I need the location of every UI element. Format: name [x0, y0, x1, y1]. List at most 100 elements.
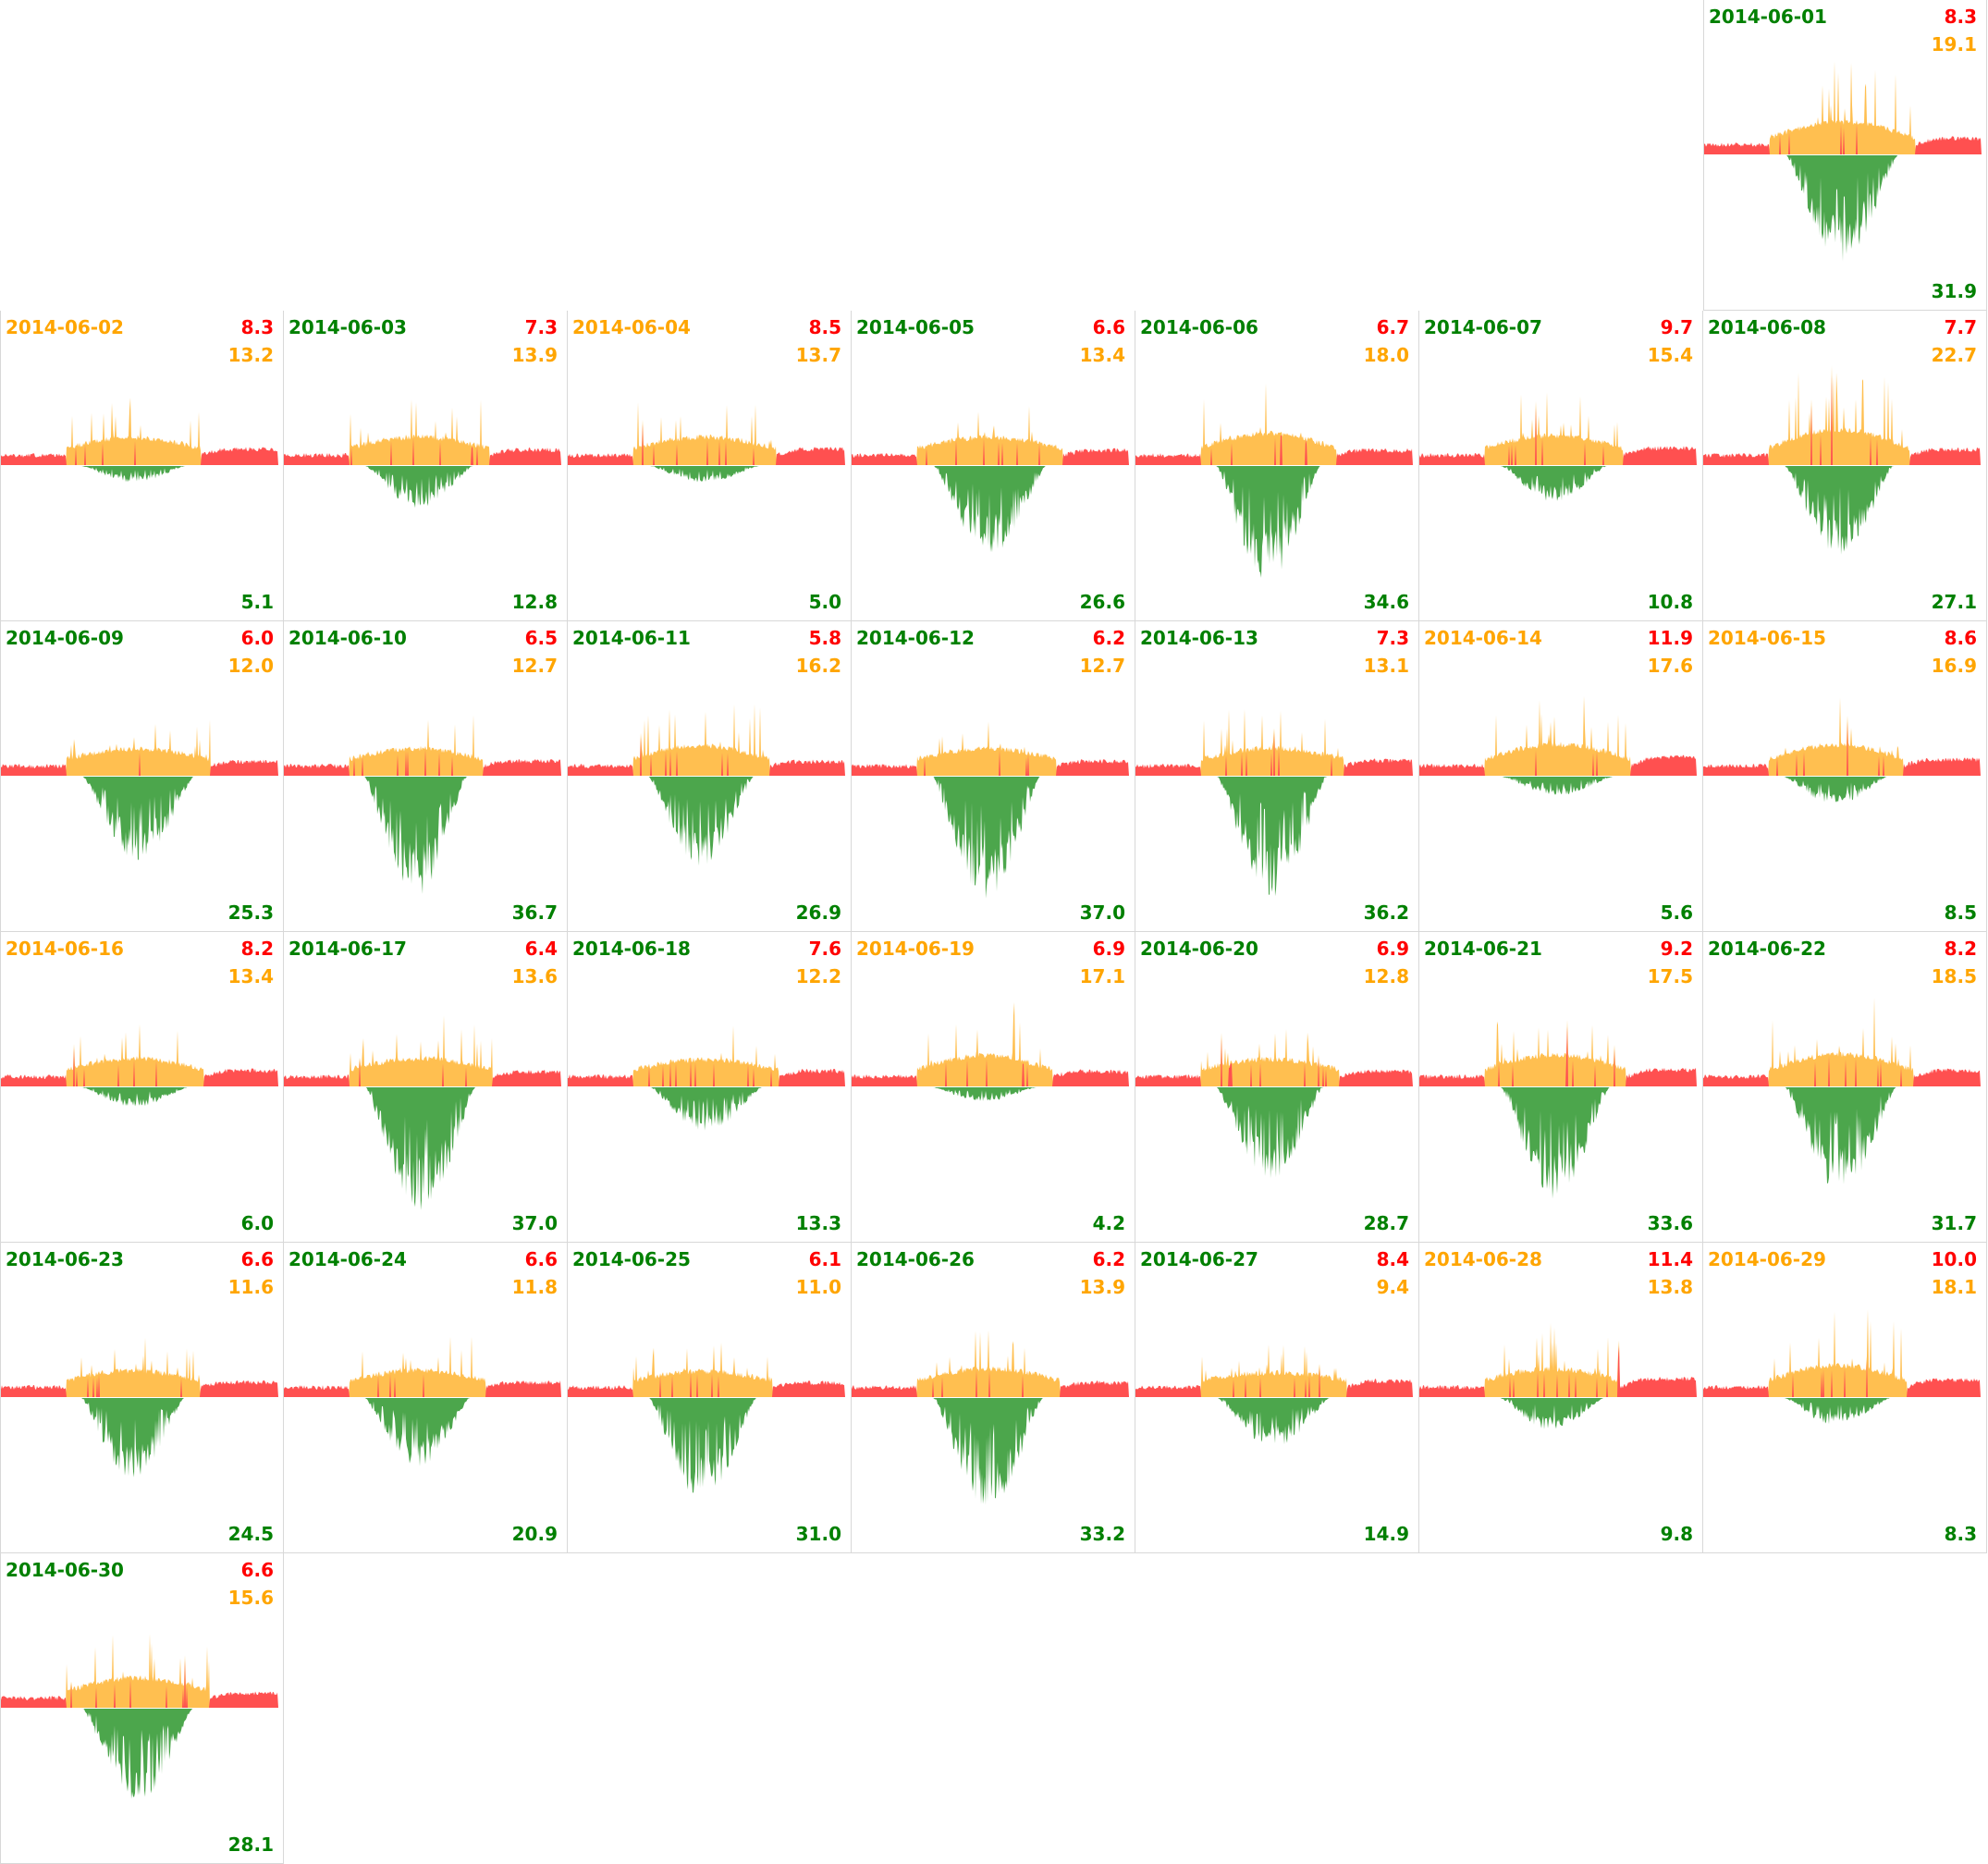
day-sparkline — [1135, 708, 1413, 897]
grid-import-area — [284, 437, 561, 465]
day-cell: 2014-06-29 10.0 18.1 8.3 — [1703, 1243, 1987, 1553]
export-area — [1703, 466, 1981, 555]
grid-import-area — [1, 752, 278, 776]
export-area — [1419, 466, 1697, 501]
export-area — [1419, 1087, 1697, 1199]
self-consumed-area — [1, 398, 278, 465]
day-cell: 2014-06-21 9.2 17.5 33.6 — [1419, 932, 1703, 1243]
day-date: 2014-06-07 — [1424, 316, 1542, 338]
day-sparkline — [1, 1337, 278, 1478]
grid-import-value: 6.6 — [240, 1248, 274, 1270]
grid-import-area — [284, 749, 561, 776]
grid-import-area — [1703, 375, 1981, 465]
day-sparkline — [1704, 61, 1982, 262]
export-value: 26.6 — [1079, 591, 1125, 613]
grid-import-area — [852, 750, 1129, 776]
grid-import-area — [568, 1371, 845, 1397]
day-cell: 2014-06-13 7.3 13.1 36.2 — [1135, 621, 1419, 932]
grid-import-area — [852, 1369, 1129, 1397]
self-consumed-value: 19.1 — [1931, 33, 1977, 55]
grid-import-area — [1, 440, 278, 465]
grid-import-value: 11.4 — [1647, 1248, 1693, 1270]
self-consumed-area — [1419, 1020, 1697, 1086]
self-consumed-area — [568, 1342, 845, 1397]
export-value: 12.8 — [511, 591, 558, 613]
self-consumed-value: 13.2 — [227, 344, 274, 366]
grid-import-area — [1419, 750, 1697, 776]
export-area — [284, 777, 561, 894]
export-value: 8.5 — [1944, 901, 1977, 924]
day-cell: 2014-06-01 8.3 19.1 31.9 — [1703, 0, 1987, 311]
export-area — [852, 777, 1129, 899]
day-sparkline — [1, 1634, 278, 1799]
export-value: 27.1 — [1931, 591, 1977, 613]
grid-import-area — [1, 1373, 278, 1397]
export-value: 5.1 — [240, 591, 274, 613]
self-consumed-value: 15.4 — [1647, 344, 1693, 366]
export-area — [1, 777, 278, 861]
self-consumed-area — [852, 406, 1129, 465]
export-value: 31.9 — [1931, 280, 1977, 302]
day-sparkline — [1135, 1344, 1413, 1445]
day-date: 2014-06-03 — [288, 316, 407, 338]
grid-import-value: 6.9 — [1092, 938, 1125, 960]
export-value: 5.0 — [808, 591, 841, 613]
day-date: 2014-06-25 — [572, 1248, 691, 1270]
day-cell: 2014-06-07 9.7 15.4 10.8 — [1419, 311, 1703, 621]
self-consumed-value: 15.6 — [227, 1587, 274, 1609]
self-consumed-value: 17.5 — [1647, 965, 1693, 987]
day-sparkline — [852, 1330, 1129, 1505]
export-area — [1, 1398, 278, 1478]
self-consumed-value: 13.7 — [795, 344, 841, 366]
self-consumed-value: 13.9 — [511, 344, 558, 366]
day-sparkline — [1419, 695, 1697, 795]
grid-import-value: 5.8 — [808, 627, 841, 649]
self-consumed-value: 11.0 — [795, 1276, 841, 1298]
day-cell: 2014-06-16 8.2 13.4 6.0 — [0, 932, 284, 1243]
grid-import-value: 9.2 — [1660, 938, 1693, 960]
grid-import-area — [1, 1048, 278, 1086]
self-consumed-value: 18.0 — [1363, 344, 1409, 366]
day-sparkline — [568, 1342, 845, 1493]
export-area — [1419, 1398, 1697, 1429]
day-cell: 2014-06-03 7.3 13.9 12.8 — [284, 311, 568, 621]
self-consumed-value: 11.6 — [227, 1276, 274, 1298]
grid-import-value: 6.5 — [524, 627, 558, 649]
grid-import-value: 7.3 — [524, 316, 558, 338]
day-cell: 2014-06-20 6.9 12.8 28.7 — [1135, 932, 1419, 1243]
self-consumed-area — [1135, 1344, 1413, 1397]
export-area — [1135, 1398, 1413, 1445]
export-area — [1135, 466, 1413, 578]
grid-import-area — [1419, 1345, 1697, 1397]
self-consumed-area — [852, 1002, 1129, 1086]
day-date: 2014-06-27 — [1140, 1248, 1258, 1270]
day-date: 2014-06-02 — [6, 316, 124, 338]
export-value: 5.6 — [1660, 901, 1693, 924]
day-cell: 2014-06-27 8.4 9.4 14.9 — [1135, 1243, 1419, 1553]
self-consumed-area — [1, 719, 278, 776]
grid-import-value: 6.0 — [240, 627, 274, 649]
day-date: 2014-06-10 — [288, 627, 407, 649]
day-date: 2014-06-08 — [1708, 316, 1826, 338]
day-sparkline — [1, 398, 278, 483]
self-consumed-area — [1419, 1322, 1697, 1397]
grid-import-area — [1135, 732, 1413, 776]
grid-import-value: 9.7 — [1660, 316, 1693, 338]
export-value: 4.2 — [1092, 1212, 1125, 1234]
grid-import-value: 8.4 — [1376, 1248, 1409, 1270]
self-consumed-value: 13.4 — [227, 965, 274, 987]
day-date: 2014-06-13 — [1140, 627, 1258, 649]
grid-import-value: 7.7 — [1944, 316, 1977, 338]
grid-import-area — [1419, 1026, 1697, 1086]
grid-import-value: 6.6 — [524, 1248, 558, 1270]
grid-import-value: 8.3 — [1944, 6, 1977, 28]
export-area — [568, 1398, 845, 1493]
self-consumed-value: 22.7 — [1931, 344, 1977, 366]
day-date: 2014-06-26 — [856, 1248, 975, 1270]
day-date: 2014-06-01 — [1709, 6, 1827, 28]
self-consumed-value: 12.8 — [1363, 965, 1409, 987]
self-consumed-value: 13.1 — [1363, 655, 1409, 677]
day-date: 2014-06-20 — [1140, 938, 1258, 960]
export-value: 14.9 — [1363, 1523, 1409, 1545]
